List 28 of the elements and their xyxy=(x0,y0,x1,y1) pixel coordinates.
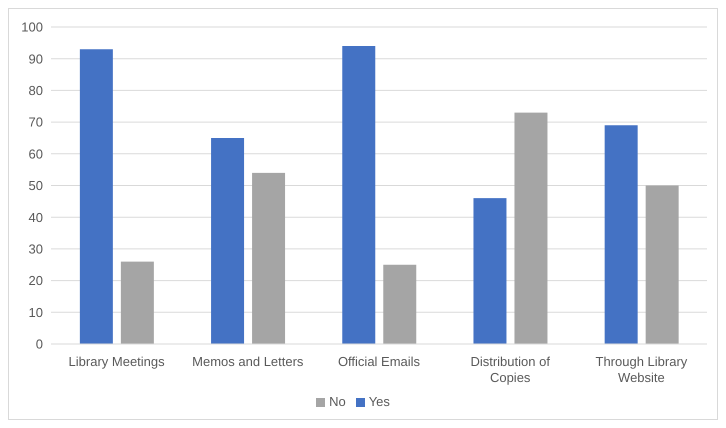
x-tick-label: Official Emails xyxy=(338,354,421,369)
y-tick-label: 40 xyxy=(28,210,43,225)
y-tick-label: 100 xyxy=(21,20,43,35)
y-tick-label: 30 xyxy=(28,242,43,257)
y-tick-label: 20 xyxy=(28,273,43,288)
x-tick-label: Distribution of Copies xyxy=(470,354,550,385)
y-tick-label: 70 xyxy=(28,114,43,130)
bar xyxy=(473,198,506,344)
bar xyxy=(80,49,113,344)
bar xyxy=(211,138,244,344)
y-tick-label: 10 xyxy=(28,304,43,320)
y-tick-label: 60 xyxy=(28,146,43,162)
bar xyxy=(383,264,416,344)
x-tick-label: Memos and Letters xyxy=(192,354,304,369)
legend-label: Yes xyxy=(368,394,390,409)
bar xyxy=(604,125,638,344)
y-tick-label: 0 xyxy=(36,336,43,352)
bar xyxy=(514,112,548,344)
x-tick-label: Library Meetings xyxy=(68,354,166,369)
y-tick-label: 80 xyxy=(28,83,43,98)
y-tick-label: 50 xyxy=(28,178,43,194)
y-tick-label: 90 xyxy=(28,51,43,66)
bar xyxy=(120,262,154,344)
bar xyxy=(342,46,376,344)
legend-label: No xyxy=(329,394,346,409)
bar xyxy=(252,172,286,344)
x-tick-label: Through Library Website xyxy=(596,354,688,385)
bar xyxy=(646,186,679,344)
